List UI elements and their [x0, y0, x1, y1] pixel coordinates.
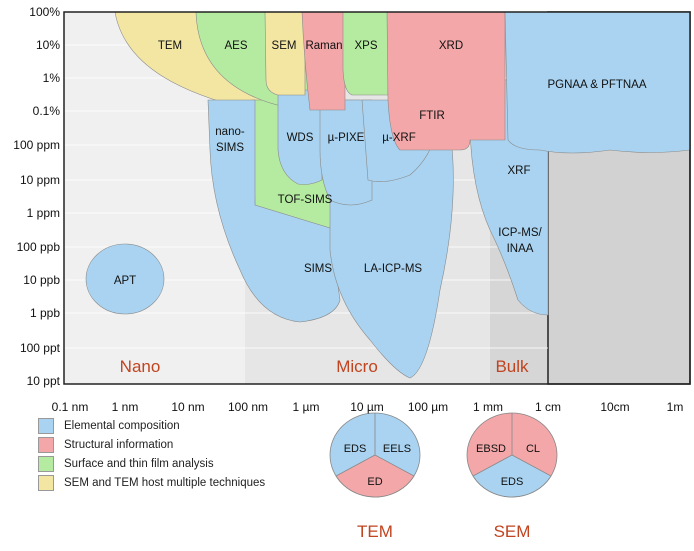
label-pixe: µ-PIXE	[328, 132, 365, 144]
label-nanosims-2: SIMS	[216, 142, 244, 154]
legend-item: Structural information	[38, 437, 173, 453]
legend-label: Surface and thin film analysis	[64, 458, 214, 470]
plot-border	[63, 11, 691, 385]
label-xrf: XRF	[508, 165, 531, 177]
legend-label: Elemental composition	[64, 420, 180, 432]
label-pgnaa: PGNAA & PFTNAA	[547, 79, 646, 91]
y-tick-label: 10 ppt	[26, 374, 60, 388]
label-icpms-2: INAA	[507, 243, 534, 255]
legend-swatch	[38, 437, 54, 453]
label-nanosims-1: nano-	[215, 126, 245, 138]
tem-pie-eds: EDS	[344, 443, 367, 455]
x-tick-label: 1 µm	[292, 400, 320, 414]
x-tick-label: 10 µm	[350, 400, 384, 414]
label-xps: XPS	[354, 40, 377, 52]
x-tick-label: 100 nm	[227, 400, 269, 414]
sem-pie-title: SEM	[494, 522, 531, 541]
sem-pie-cl: CL	[526, 443, 540, 455]
label-laicpms: LA-ICP-MS	[364, 263, 422, 275]
tem-pie	[329, 412, 421, 498]
region-nano-label: Nano	[120, 357, 161, 376]
region-micro-label: Micro	[336, 357, 378, 376]
legend-label: Structural information	[64, 439, 174, 451]
y-tick-label: 100 ppt	[19, 341, 60, 355]
label-wds: WDS	[287, 132, 314, 144]
legend-swatch	[38, 456, 54, 472]
legend-swatch	[38, 418, 54, 434]
region-bulk-label: Bulk	[495, 357, 529, 376]
label-aes: AES	[224, 40, 247, 52]
sem-pie-eds: EDS	[501, 476, 524, 488]
x-tick-label: 1 mm	[473, 400, 503, 414]
legend-item: Elemental composition	[38, 418, 180, 434]
y-tick-label: 1 ppm	[26, 206, 60, 220]
shape-pgnaa	[504, 11, 691, 154]
shape-raman	[301, 11, 346, 111]
label-sem: SEM	[272, 40, 297, 52]
sem-pie	[466, 412, 558, 498]
y-tick-label: 10 ppb	[23, 273, 60, 287]
tem-pie-eels: EELS	[383, 443, 411, 455]
label-raman: Raman	[305, 40, 342, 52]
shape-wds	[277, 89, 323, 185]
shape-sims	[207, 99, 341, 323]
label-xrd: XRD	[439, 40, 463, 52]
y-tick-label: 1 ppb	[29, 306, 60, 320]
shape-xps	[342, 11, 389, 96]
y-tick-label: 10%	[35, 38, 60, 52]
y-tick-label: 100 ppm	[13, 138, 60, 152]
shape-xrd	[386, 11, 506, 151]
legend-label: SEM and TEM host multiple techniques	[64, 477, 266, 489]
label-sims: SIMS	[304, 263, 332, 275]
legend-swatch	[38, 475, 54, 491]
y-tick-label: 10 ppm	[19, 173, 60, 187]
y-tick-label: 100 ppb	[16, 240, 60, 254]
legend-item: SEM and TEM host multiple techniques	[38, 475, 265, 491]
x-tick-label: 10 nm	[171, 400, 205, 414]
label-ftir: FTIR	[419, 110, 445, 122]
x-tick-label: 10cm	[600, 400, 630, 414]
x-tick-label: 100 µm	[407, 400, 449, 414]
shape-pixe	[319, 99, 373, 206]
legend-item: Surface and thin film analysis	[38, 456, 214, 472]
x-tick-label: 0.1 nm	[51, 400, 89, 414]
label-tofsims: TOF-SIMS	[278, 194, 333, 206]
y-tick-label: 0.1%	[32, 104, 60, 118]
label-tem: TEM	[158, 40, 182, 52]
label-apt: APT	[114, 275, 136, 287]
label-uxrf: µ-XRF	[382, 132, 415, 144]
shape-sem	[264, 11, 306, 96]
x-tick-label: 1m	[666, 400, 684, 414]
x-tick-label: 1 nm	[111, 400, 139, 414]
label-icpms-1: ICP-MS/	[498, 227, 542, 239]
sem-pie-ebsd: EBSD	[476, 443, 506, 455]
y-tick-label: 1%	[42, 71, 60, 85]
tem-pie-ed: ED	[367, 476, 382, 488]
y-tick-label: 100%	[29, 5, 60, 19]
shape-apt	[85, 243, 165, 315]
tem-pie-title: TEM	[357, 522, 393, 541]
x-tick-label: 1 cm	[534, 400, 562, 414]
